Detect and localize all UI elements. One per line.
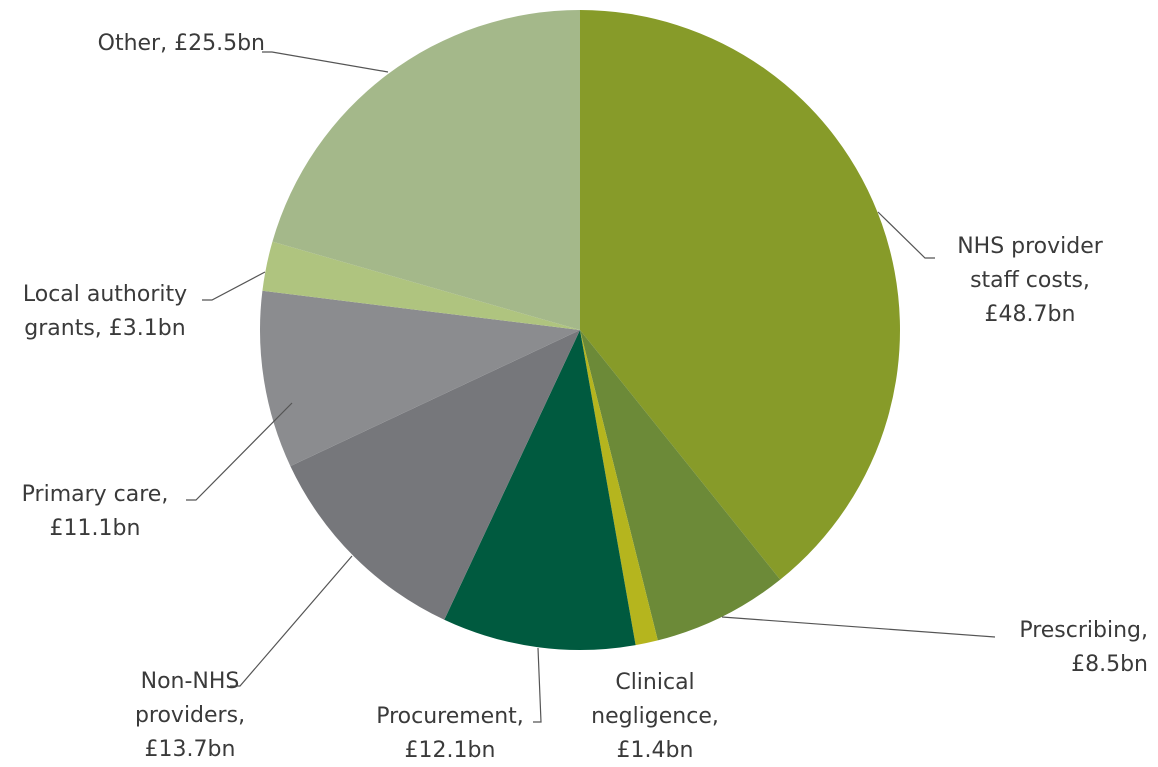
category-label: Procurement,: [376, 704, 524, 729]
slice-label: Other, £25.5bn: [60, 27, 265, 61]
slice-label: Clinical negligence, £1.4bn: [570, 666, 740, 767]
pie-slice: [290, 330, 580, 620]
slice-label: Non-NHS providers, £13.7bn: [110, 665, 270, 767]
slice-label: Prescribing, £8.5bn: [980, 614, 1148, 682]
pie-slice: [444, 330, 636, 650]
slice-label: Procurement, £12.1bn: [355, 700, 545, 767]
slice-label: Local authority grants, £3.1bn: [0, 278, 210, 346]
pie-slice: [272, 10, 580, 330]
pie-slice: [262, 241, 580, 330]
slice-label: Primary care, £11.1bn: [0, 478, 190, 546]
value-label: £48.7bn: [984, 302, 1076, 327]
category-label: Local authority grants,: [22, 282, 188, 341]
value-label: £1.4bn: [616, 738, 694, 763]
pie-slice: [580, 10, 901, 580]
value-label: £13.7bn: [144, 737, 236, 762]
category-label: NHS provider staff costs,: [957, 234, 1103, 293]
category-label: Non-NHS providers,: [134, 669, 246, 728]
slice-label: NHS provider staff costs, £48.7bn: [930, 230, 1130, 332]
leader-line: [230, 555, 353, 687]
leader-line: [721, 616, 996, 638]
pie-slice: [580, 330, 658, 646]
leader-line: [186, 402, 293, 501]
leader-line: [262, 51, 389, 73]
value-label: £11.1bn: [49, 516, 141, 541]
value-label: £12.1bn: [404, 738, 496, 763]
category-label: Clinical negligence,: [591, 670, 719, 729]
value-label: £8.5bn: [1071, 652, 1148, 677]
pie-slice: [580, 330, 781, 641]
value-label: £25.5bn: [174, 31, 265, 56]
value-label: £3.1bn: [108, 316, 186, 341]
category-label: Other,: [97, 31, 168, 56]
category-label: Primary care,: [21, 482, 169, 507]
pie-slice: [260, 290, 580, 467]
leader-line: [202, 271, 266, 301]
leader-line: [877, 211, 935, 259]
category-label: Prescribing,: [1019, 618, 1148, 643]
leader-line: [533, 647, 542, 723]
